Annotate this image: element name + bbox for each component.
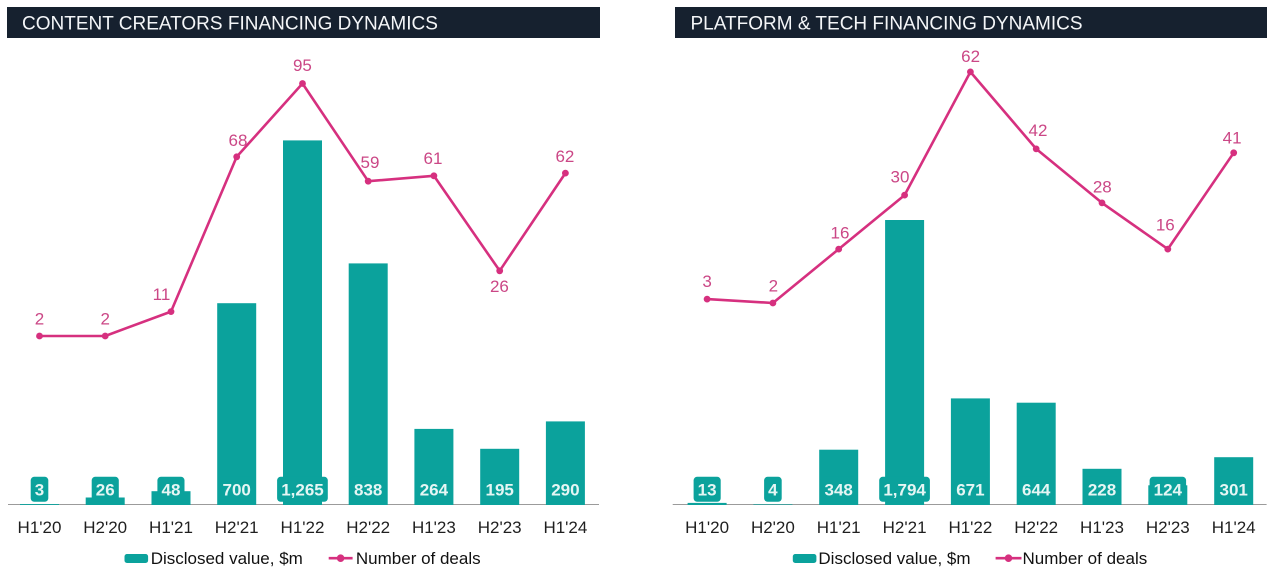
svg-text:62: 62 — [555, 147, 574, 166]
svg-text:4: 4 — [768, 481, 778, 500]
svg-text:48: 48 — [162, 481, 181, 500]
svg-text:H2'22: H2'22 — [346, 518, 390, 537]
svg-text:26: 26 — [96, 481, 115, 500]
svg-text:CONTENT CREATORS FINANCING DYN: CONTENT CREATORS FINANCING DYNAMICS — [22, 13, 438, 34]
svg-text:H2'23: H2'23 — [478, 518, 522, 537]
svg-text:H2'23: H2'23 — [1146, 518, 1190, 537]
svg-text:H1'23: H1'23 — [412, 518, 456, 537]
svg-text:26: 26 — [490, 277, 509, 296]
svg-text:1,794: 1,794 — [883, 481, 926, 500]
svg-text:H1'21: H1'21 — [149, 518, 193, 537]
svg-text:H1'21: H1'21 — [817, 518, 861, 537]
svg-text:30: 30 — [891, 167, 910, 186]
svg-text:264: 264 — [420, 481, 449, 500]
svg-text:348: 348 — [825, 481, 853, 500]
svg-text:700: 700 — [223, 481, 251, 500]
svg-text:124: 124 — [1154, 481, 1183, 500]
svg-text:H1'20: H1'20 — [685, 518, 729, 537]
svg-text:H2'22: H2'22 — [1014, 518, 1058, 537]
svg-text:16: 16 — [831, 224, 850, 243]
svg-text:16: 16 — [1156, 215, 1175, 234]
svg-text:62: 62 — [961, 47, 980, 66]
svg-text:H1'24: H1'24 — [1212, 518, 1256, 537]
svg-text:Disclosed value, $m: Disclosed value, $m — [151, 549, 303, 568]
svg-text:Number of deals: Number of deals — [356, 549, 481, 568]
svg-text:H2'21: H2'21 — [215, 518, 259, 537]
svg-text:3: 3 — [702, 272, 711, 291]
svg-text:3: 3 — [35, 481, 44, 500]
svg-text:59: 59 — [361, 153, 380, 172]
svg-text:1,265: 1,265 — [281, 481, 324, 500]
svg-text:PLATFORM & TECH FINANCING DYNA: PLATFORM & TECH FINANCING DYNAMICS — [691, 13, 1083, 34]
svg-text:42: 42 — [1029, 121, 1048, 140]
svg-text:2: 2 — [100, 310, 109, 329]
svg-text:838: 838 — [354, 481, 382, 500]
svg-text:H1'22: H1'22 — [281, 518, 325, 537]
svg-text:H1'24: H1'24 — [543, 518, 587, 537]
svg-text:195: 195 — [486, 481, 514, 500]
svg-text:H2'20: H2'20 — [83, 518, 127, 537]
svg-text:68: 68 — [229, 131, 248, 150]
svg-text:2: 2 — [35, 310, 44, 329]
svg-text:H2'20: H2'20 — [751, 518, 795, 537]
svg-text:95: 95 — [293, 56, 312, 75]
svg-text:H2'21: H2'21 — [883, 518, 927, 537]
svg-text:671: 671 — [956, 481, 984, 500]
svg-text:644: 644 — [1022, 481, 1051, 500]
svg-text:41: 41 — [1223, 129, 1242, 148]
svg-text:H1'23: H1'23 — [1080, 518, 1124, 537]
svg-text:H1'20: H1'20 — [18, 518, 62, 537]
svg-text:301: 301 — [1220, 481, 1248, 500]
svg-text:Disclosed value, $m: Disclosed value, $m — [818, 549, 970, 568]
svg-text:11: 11 — [153, 285, 171, 304]
svg-text:228: 228 — [1088, 481, 1116, 500]
svg-text:H1'22: H1'22 — [948, 518, 992, 537]
svg-text:2: 2 — [769, 276, 778, 295]
svg-text:61: 61 — [424, 149, 443, 168]
svg-text:290: 290 — [551, 481, 579, 500]
svg-text:28: 28 — [1093, 178, 1112, 197]
svg-text:13: 13 — [698, 481, 717, 500]
svg-text:Number of deals: Number of deals — [1023, 549, 1148, 568]
